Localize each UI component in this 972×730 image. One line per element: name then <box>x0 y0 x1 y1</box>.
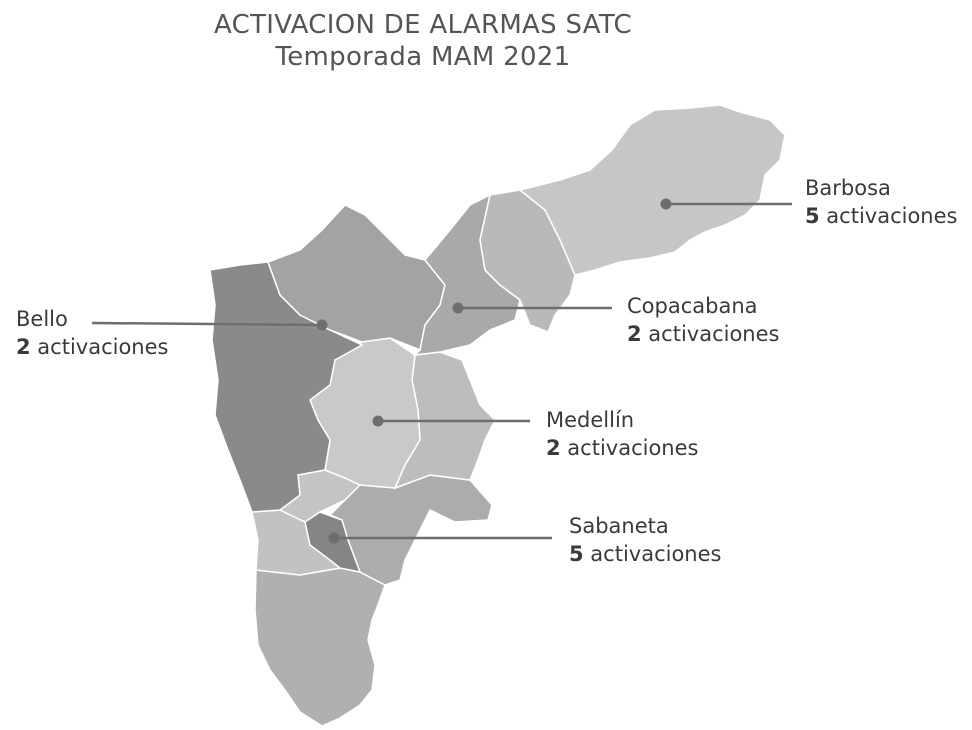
marker-medellin <box>372 415 384 427</box>
region-caldas <box>254 567 386 727</box>
label-copacabana-count: 2 <box>627 322 642 346</box>
label-sabaneta-count: 5 <box>569 542 584 566</box>
region-copacabana <box>412 193 521 357</box>
label-medellin-count: 2 <box>546 436 561 460</box>
label-bello-count: 2 <box>16 335 31 359</box>
label-medellin-suffix: activaciones <box>560 436 699 460</box>
label-barbosa-suffix: activaciones <box>819 204 958 228</box>
label-bello-suffix: activaciones <box>30 335 169 359</box>
label-bello-name: Bello <box>16 307 68 331</box>
marker-barbosa <box>660 198 672 210</box>
label-copacabana-name: Copacabana <box>627 294 758 318</box>
map-title: ACTIVACION DE ALARMAS SATC <box>214 10 632 40</box>
leader-bello <box>91 321 323 327</box>
map-subtitle: Temporada MAM 2021 <box>275 42 571 72</box>
label-sabaneta-count-line: 5 activaciones <box>569 540 721 568</box>
region-barbosa <box>518 104 786 276</box>
label-barbosa: Barbosa 5 activaciones <box>805 174 957 230</box>
label-sabaneta-suffix: activaciones <box>583 542 722 566</box>
label-copacabana: Copacabana 2 activaciones <box>627 292 779 348</box>
label-medellin-count-line: 2 activaciones <box>546 434 698 462</box>
label-sabaneta: Sabaneta 5 activaciones <box>569 512 721 568</box>
label-barbosa-count: 5 <box>805 204 820 228</box>
label-barbosa-count-line: 5 activaciones <box>805 202 957 230</box>
label-barbosa-name: Barbosa <box>805 176 891 200</box>
marker-sabaneta <box>328 532 340 544</box>
label-copacabana-suffix: activaciones <box>641 322 780 346</box>
label-copacabana-count-line: 2 activaciones <box>627 320 779 348</box>
label-sabaneta-name: Sabaneta <box>569 514 669 538</box>
label-bello: Bello 2 activaciones <box>16 305 168 361</box>
label-bello-count-line: 2 activaciones <box>16 333 168 361</box>
marker-bello <box>316 319 328 331</box>
marker-copacabana <box>452 302 464 314</box>
label-medellin: Medellín 2 activaciones <box>546 406 698 462</box>
label-medellin-name: Medellín <box>546 408 635 432</box>
